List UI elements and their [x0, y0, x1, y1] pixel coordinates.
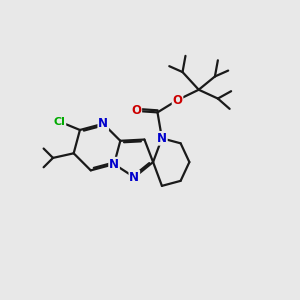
Text: O: O — [131, 104, 141, 117]
Text: O: O — [172, 94, 182, 106]
Text: N: N — [98, 117, 108, 130]
Text: N: N — [157, 132, 167, 145]
Text: N: N — [129, 171, 139, 184]
Text: Cl: Cl — [54, 117, 65, 127]
Text: N: N — [109, 158, 119, 171]
